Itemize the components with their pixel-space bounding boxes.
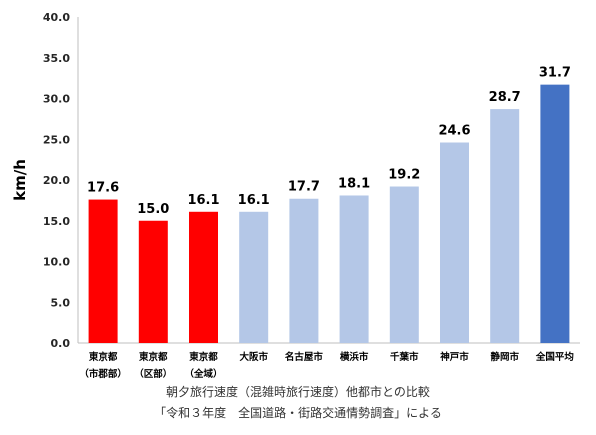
data-label: 15.0 — [137, 202, 169, 217]
bar — [189, 211, 218, 343]
data-label: 19.2 — [388, 168, 420, 183]
x-tick-label: 神戸市 — [440, 351, 469, 363]
y-tick-label: 10.0 — [43, 256, 70, 269]
y-tick-label: 40.0 — [43, 11, 70, 24]
bar-chart: 0.0 5.0 10.0 15.0 20.0 25.0 30.0 35.0 40.0 km/h 17… — [11, 11, 580, 380]
bar — [540, 84, 570, 344]
data-label: 28.7 — [489, 90, 521, 105]
y-axis-title: km/h — [11, 159, 29, 201]
x-tick-label: 静岡市 — [490, 351, 519, 363]
x-tick-label: （市郡部） — [79, 368, 127, 380]
bar — [339, 195, 369, 343]
y-tick-label: 0.0 — [51, 337, 71, 350]
x-tick-label: 東京都 — [138, 351, 168, 363]
data-label: 31.7 — [539, 66, 571, 81]
bar — [440, 142, 469, 343]
x-tick-label: 東京都 — [188, 351, 218, 363]
x-tick-label: 名古屋市 — [285, 351, 324, 363]
bar — [490, 109, 520, 343]
data-label: 16.1 — [187, 193, 219, 208]
y-tick-label: 20.0 — [43, 174, 70, 187]
chart-caption-source: 「令和３年度 全国道路・街路交通情勢調査」による — [154, 406, 442, 420]
y-tick-label: 25.0 — [43, 133, 70, 146]
data-label: 18.1 — [338, 176, 370, 191]
x-tick-label: （区部） — [134, 368, 172, 380]
data-label: 16.1 — [238, 193, 270, 208]
x-tick-label: 横浜市 — [340, 351, 369, 363]
bar — [239, 211, 269, 343]
chart-caption-title: 朝夕旅行速度（混雑時旅行速度）他都市との比較 — [166, 385, 430, 399]
data-label: 17.7 — [288, 180, 320, 195]
y-tick-label: 5.0 — [51, 296, 71, 309]
x-tick-label: 千葉市 — [390, 351, 419, 363]
y-tick-label: 35.0 — [43, 52, 70, 65]
bar — [138, 220, 168, 343]
x-tick-label: 東京都 — [88, 351, 118, 363]
x-tick-label: （全域） — [184, 368, 222, 380]
bar — [389, 186, 419, 343]
y-tick-label: 30.0 — [43, 93, 70, 106]
x-tick-label: 全国平均 — [535, 351, 575, 363]
data-label: 17.6 — [87, 181, 119, 196]
data-label: 24.6 — [438, 124, 470, 139]
bar — [289, 198, 319, 343]
x-tick-label: 大阪市 — [239, 351, 268, 363]
bar — [88, 199, 118, 343]
y-tick-label: 15.0 — [43, 215, 70, 228]
